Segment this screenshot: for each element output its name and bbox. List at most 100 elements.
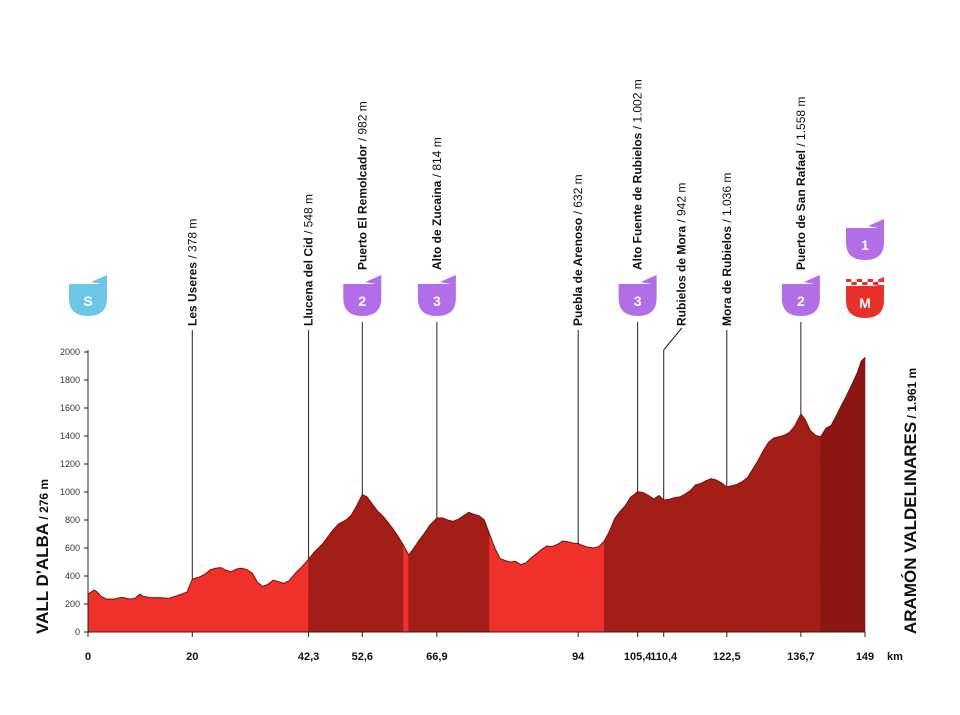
- point-altitude: / 1.558 m: [794, 97, 808, 150]
- point-altitude: / 548 m: [302, 194, 316, 237]
- point-altitude: / 378 m: [185, 219, 199, 262]
- badge-flag: [640, 275, 657, 285]
- point-name: Puebla de Arenoso: [571, 218, 585, 326]
- point-label: Llucena del Cid / 548 m: [302, 194, 316, 326]
- x-tick-label: 52,6: [352, 651, 373, 663]
- badge-shield: [781, 284, 820, 316]
- profile-area-band-1: [308, 494, 404, 633]
- x-tick-label: 42,3: [298, 651, 319, 663]
- y-tick-label: 1600: [60, 403, 80, 413]
- point-name: Alto de Zucaina: [430, 180, 444, 270]
- category-badge: 2: [781, 275, 820, 316]
- point-label: Les Useres / 378 m: [185, 219, 199, 326]
- x-tick-label: 20: [186, 651, 198, 663]
- badge-shield: [846, 286, 884, 318]
- badge-flag: [91, 275, 107, 285]
- point-altitude: / 1.036 m: [720, 173, 734, 226]
- point-altitude: / 814 m: [430, 137, 444, 180]
- finish-name-text: ARAMÓN VALDELINARES: [901, 422, 920, 634]
- point-label: Mora de Rubielos / 1.036 m: [720, 173, 734, 326]
- finish-checker: [862, 282, 868, 285]
- y-tick-label: 200: [65, 599, 80, 609]
- x-tick-label: 105,4: [624, 651, 652, 663]
- badge-label: S: [83, 293, 92, 309]
- badge-label: 2: [797, 293, 805, 309]
- profile-area-band-0: [87, 558, 309, 633]
- profile-area-band-2: [403, 545, 410, 633]
- badge-label: 3: [634, 293, 642, 309]
- profile-area-band-5: [603, 478, 738, 633]
- finish-checker: [878, 279, 884, 282]
- profile-area-band-7: [820, 356, 866, 633]
- finish-checker: [846, 282, 852, 285]
- y-tick-label: 1200: [60, 459, 80, 469]
- badge-label: 3: [433, 293, 441, 309]
- finish-checker: [851, 282, 857, 285]
- category-badge: 2: [343, 275, 382, 316]
- profile-area-band-3: [408, 511, 490, 633]
- badge-label: 1: [861, 237, 869, 253]
- finish-category-badge: 1: [846, 219, 884, 260]
- point-label: Rubielos de Mora / 942 m: [675, 183, 689, 326]
- finish-name: ARAMÓN VALDELINARES / 1.961 m: [901, 368, 920, 634]
- point-label: Alto Fuente de Rubielos / 1.002 m: [631, 79, 645, 270]
- badge-flag: [803, 275, 820, 285]
- x-tick-label: 149: [856, 651, 874, 663]
- point-label: Puerto de San Rafael / 1.558 m: [794, 97, 808, 270]
- finish-checker: [867, 282, 873, 285]
- badge-flag: [439, 275, 456, 285]
- start-name: VALL D'ALBA / 276 m: [33, 479, 52, 634]
- point-name: Alto Fuente de Rubielos: [631, 132, 645, 270]
- x-tick-label: 110,4: [650, 651, 678, 663]
- finish-checker: [873, 282, 879, 285]
- x-tick-label: 0: [85, 651, 91, 663]
- finish-checker: [856, 279, 863, 282]
- badge-flag: [868, 219, 884, 229]
- x-tick-label: 136,7: [787, 651, 815, 663]
- badge-shield: [69, 284, 107, 316]
- finish-checker: [867, 279, 873, 282]
- point-label: Alto de Zucaina / 814 m: [430, 137, 444, 270]
- point-label: Puebla de Arenoso / 632 m: [571, 174, 585, 326]
- y-tick-label: 400: [65, 571, 80, 581]
- profile-area-band-4: [489, 533, 605, 633]
- y-tick-label: 600: [65, 543, 80, 553]
- badge-label: M: [859, 295, 871, 311]
- point-altitude: / 942 m: [675, 183, 689, 226]
- x-tick-label: 66,9: [426, 651, 447, 663]
- y-tick-label: 1400: [60, 431, 80, 441]
- y-tick-label: 2000: [60, 347, 80, 357]
- point-name: Puerto El Remolcador: [355, 144, 369, 270]
- point-name: Les Useres: [185, 262, 199, 326]
- profile-area-band-6: [736, 413, 822, 633]
- point-label: Puerto El Remolcador / 982 m: [355, 101, 369, 270]
- finish-checker: [846, 279, 852, 282]
- badge-flag: [365, 275, 382, 285]
- category-badge: 3: [618, 275, 657, 316]
- badge-shield: [343, 284, 382, 316]
- badge-shield: [846, 228, 884, 260]
- start-name-text: VALL D'ALBA: [33, 523, 52, 634]
- point-altitude: / 982 m: [355, 101, 369, 144]
- finish-checker: [856, 282, 863, 285]
- y-tick-label: 1800: [60, 375, 80, 385]
- y-tick-label: 1000: [60, 487, 80, 497]
- point-name: Puerto de San Rafael: [794, 150, 808, 270]
- finish-altitude: / 1.961 m: [905, 368, 919, 422]
- badge-shield: [417, 284, 456, 316]
- profile-outline: [87, 357, 866, 600]
- x-tick-label: 122,5: [713, 651, 741, 663]
- point-name: Llucena del Cid: [302, 237, 316, 326]
- y-tick-label: 800: [65, 515, 80, 525]
- point-name: Rubielos de Mora: [675, 226, 689, 326]
- y-tick-label: 0: [75, 627, 80, 637]
- point-leader-elbow: [663, 327, 683, 351]
- point-altitude: / 1.002 m: [631, 79, 645, 132]
- category-badge: 3: [417, 275, 456, 316]
- x-axis-unit: km: [887, 651, 903, 663]
- badge-label: 2: [358, 293, 366, 309]
- point-name: Mora de Rubielos: [720, 226, 734, 326]
- finish-checker: [851, 279, 857, 282]
